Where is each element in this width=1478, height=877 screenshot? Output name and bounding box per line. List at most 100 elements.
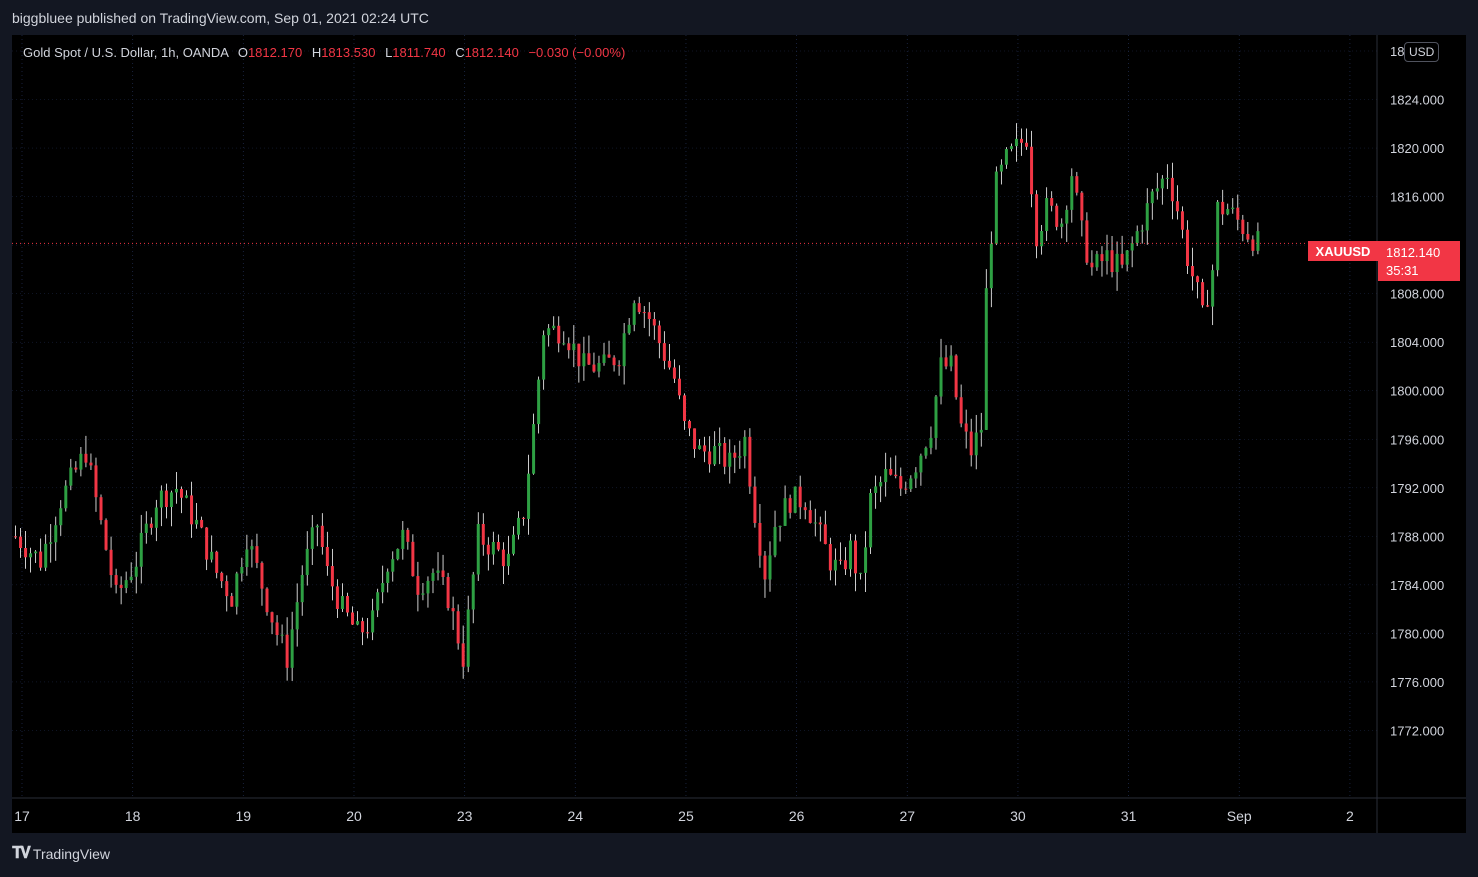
- candle-body: [1035, 194, 1039, 247]
- candle-body: [1251, 239, 1255, 251]
- candle-body: [94, 465, 98, 498]
- legend-open-label: O: [237, 45, 248, 60]
- candle: [24, 530, 28, 569]
- candle: [803, 502, 807, 520]
- candle-body: [894, 474, 898, 477]
- candle-body: [682, 395, 686, 422]
- candle: [944, 345, 948, 370]
- published-by-text: biggbluee published on TradingView.com, …: [12, 10, 429, 26]
- candles: [14, 123, 1260, 681]
- candle: [854, 534, 858, 592]
- candle: [205, 527, 209, 571]
- y-tick-label: 1816.000: [1390, 190, 1444, 205]
- candle-body: [592, 364, 596, 372]
- candle-body: [190, 495, 194, 525]
- candle: [220, 571, 224, 589]
- candlestick-chart[interactable]: 1772.000 1776.000 1780.000 1784.000 1788.000…: [12, 35, 1466, 833]
- x-tick-label: 24: [568, 808, 584, 824]
- candle-body: [1105, 250, 1109, 262]
- candle: [290, 611, 294, 681]
- candle: [848, 533, 852, 577]
- candle: [622, 322, 626, 385]
- candle: [682, 393, 686, 430]
- candle: [421, 582, 425, 601]
- candle-body: [300, 574, 304, 603]
- candle-body: [345, 596, 349, 613]
- candle: [406, 527, 410, 550]
- tradingview-logo[interactable]: 𝐓𝐕 TradingView: [12, 845, 110, 863]
- candle-body: [1145, 203, 1149, 231]
- candle: [250, 539, 254, 568]
- candle-body: [1100, 254, 1104, 262]
- candle-body: [104, 520, 108, 550]
- candle-body: [1045, 198, 1049, 232]
- candle-body: [361, 621, 365, 633]
- candle-body: [1004, 149, 1008, 165]
- candle: [823, 510, 827, 545]
- candle: [295, 583, 299, 647]
- candle-body: [79, 453, 83, 470]
- candle: [708, 436, 712, 473]
- candle-body: [728, 452, 732, 467]
- legend-close-value: 1812.140: [464, 45, 519, 60]
- y-tick-label: 1788.000: [1390, 529, 1444, 544]
- candle: [325, 531, 329, 576]
- candle: [179, 486, 183, 514]
- candle: [225, 575, 229, 612]
- candle-body: [753, 486, 757, 523]
- candle-body: [899, 476, 903, 489]
- candle-body: [602, 354, 606, 363]
- candle-body: [39, 551, 43, 568]
- candle-body: [828, 544, 832, 571]
- candle: [366, 617, 370, 639]
- chart-area[interactable]: 1772.000 1776.000 1780.000 1784.000 1788.000…: [12, 35, 1466, 833]
- candle-body: [989, 243, 993, 289]
- candle: [320, 513, 324, 555]
- candle: [738, 440, 742, 469]
- candle-body: [466, 609, 470, 667]
- currency-button[interactable]: USD: [1404, 42, 1440, 62]
- candle-body: [1075, 176, 1079, 193]
- candle-body: [577, 343, 581, 367]
- candle-body: [295, 602, 299, 630]
- x-tick-label: 2: [1346, 808, 1354, 824]
- legend-change: −0.030 (−0.00%): [528, 45, 626, 60]
- candle: [310, 514, 314, 565]
- candle-body: [195, 519, 199, 525]
- candle-body: [768, 555, 772, 580]
- candle: [934, 395, 938, 450]
- candle: [979, 412, 983, 447]
- candle-body: [1201, 282, 1205, 306]
- candle: [1160, 175, 1164, 205]
- candle-body: [371, 610, 375, 633]
- candle-body: [19, 536, 23, 549]
- candle: [657, 320, 661, 359]
- candle-body: [49, 542, 53, 544]
- candle: [94, 457, 98, 512]
- candle-body: [310, 527, 314, 549]
- candle: [537, 376, 541, 434]
- candle: [190, 481, 194, 538]
- candle-body: [567, 343, 571, 351]
- price-badge-value: 1812.140: [1386, 245, 1440, 260]
- candle-body: [562, 343, 566, 345]
- candle: [788, 494, 792, 519]
- candle: [1020, 128, 1023, 156]
- candle-body: [431, 572, 435, 581]
- candle: [285, 617, 289, 681]
- candle-body: [396, 548, 400, 560]
- candle-body: [693, 428, 697, 450]
- candle: [1150, 188, 1154, 220]
- candle-body: [1256, 231, 1260, 251]
- candle-body: [587, 353, 591, 365]
- candle: [1050, 191, 1054, 212]
- candle: [275, 615, 279, 646]
- candle-body: [522, 517, 526, 519]
- candle: [1080, 191, 1084, 237]
- candle-body: [471, 574, 475, 610]
- candle: [49, 524, 53, 563]
- legend-open-value: 1812.170: [247, 45, 303, 60]
- candle: [597, 355, 601, 378]
- candle-body: [54, 525, 58, 543]
- candle: [798, 475, 802, 520]
